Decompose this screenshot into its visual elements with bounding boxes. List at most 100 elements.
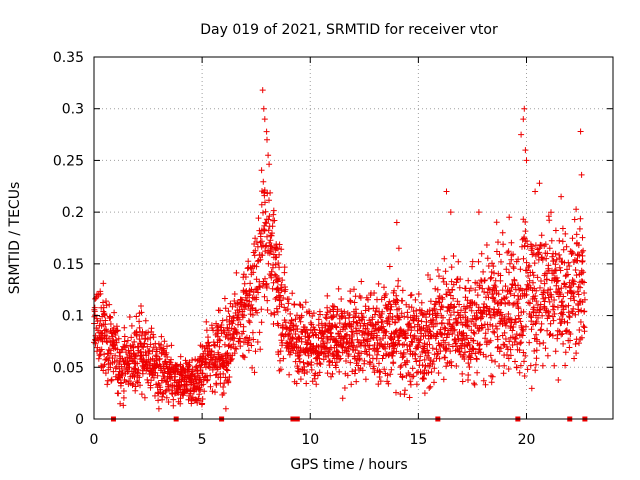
data-point: [258, 238, 265, 245]
data-point: [255, 289, 262, 296]
data-point: [328, 373, 334, 380]
data-point: [380, 323, 387, 330]
data-point: [525, 285, 531, 292]
data-point: [274, 245, 281, 252]
data-point: [434, 351, 441, 358]
data-point: [324, 304, 331, 311]
data-point: [425, 272, 431, 278]
data-point: [232, 345, 239, 352]
data-point: [526, 277, 533, 284]
data-point: [433, 355, 440, 362]
data-point: [473, 356, 480, 363]
data-point: [218, 330, 225, 337]
data-point: [270, 207, 277, 214]
data-point: [136, 318, 143, 325]
data-point: [221, 341, 228, 348]
data-point: [505, 311, 512, 317]
data-point: [572, 267, 579, 273]
data-point: [399, 297, 406, 304]
data-point: [353, 319, 360, 326]
data-point: [477, 341, 483, 348]
data-point: [126, 314, 133, 320]
data-point: [453, 363, 460, 369]
data-point: [517, 318, 524, 325]
data-point: [358, 310, 365, 317]
data-point: [118, 380, 125, 387]
data-point: [264, 233, 270, 240]
data-point: [113, 323, 120, 330]
data-point: [271, 271, 278, 278]
data-point: [249, 311, 256, 318]
data-point: [257, 346, 264, 353]
data-point: [257, 284, 263, 291]
data-point: [245, 258, 252, 265]
data-point: [445, 341, 452, 348]
data-point: [269, 230, 275, 237]
data-point: [226, 313, 233, 320]
data-point: [402, 334, 409, 341]
data-point: [498, 345, 504, 352]
data-point: [250, 269, 257, 276]
data-point: [471, 381, 478, 388]
data-point: [426, 385, 433, 391]
data-point: [574, 257, 581, 264]
data-point: [449, 286, 456, 293]
data-point: [559, 225, 566, 232]
data-point: [306, 333, 313, 340]
data-point: [323, 345, 330, 352]
data-point: [203, 327, 210, 334]
data-point: [136, 336, 143, 343]
data-point: [245, 317, 252, 324]
y-tick-label: 0.35: [53, 50, 84, 66]
data-point: [351, 370, 358, 377]
data-point: [231, 298, 238, 304]
data-point: [538, 232, 545, 239]
data-point: [475, 209, 482, 216]
data-point: [141, 341, 148, 347]
data-point: [249, 329, 256, 336]
data-point: [366, 342, 373, 349]
data-point: [539, 256, 546, 263]
data-point: [480, 377, 487, 384]
data-point: [255, 215, 262, 222]
data-point: [447, 312, 454, 318]
data-point: [266, 213, 273, 220]
data-point: [257, 230, 264, 237]
data-point: [297, 376, 304, 383]
data-point: [433, 314, 440, 321]
data-point: [147, 382, 154, 389]
data-point: [505, 248, 512, 255]
data-point: [455, 258, 462, 265]
data-point: [559, 330, 566, 337]
data-point: [278, 332, 285, 339]
data-point: [494, 325, 501, 332]
data-point: [560, 293, 567, 300]
data-point: [221, 295, 228, 302]
data-point: [265, 227, 272, 234]
data-point: [275, 351, 282, 358]
data-point: [489, 373, 496, 380]
data-point: [549, 332, 556, 339]
x-tick-label: 15: [409, 432, 427, 448]
data-point: [436, 299, 443, 306]
data-point: [393, 296, 400, 303]
data-point: [562, 303, 569, 310]
data-point: [391, 287, 398, 294]
data-point: [237, 343, 244, 350]
data-point: [569, 235, 576, 242]
data-point: [263, 128, 270, 135]
data-point: [537, 284, 543, 291]
data-point: [284, 306, 291, 313]
data-point: [225, 308, 232, 315]
data-point: [559, 238, 566, 245]
data-point: [138, 309, 145, 316]
data-point: [550, 317, 557, 324]
data-point: [572, 341, 579, 347]
data-point: [480, 304, 487, 311]
data-point: [121, 324, 128, 331]
data-point: [407, 378, 414, 385]
data-point: [158, 333, 165, 340]
data-point: [476, 282, 483, 289]
data-point: [260, 209, 266, 216]
data-point: [575, 251, 581, 258]
